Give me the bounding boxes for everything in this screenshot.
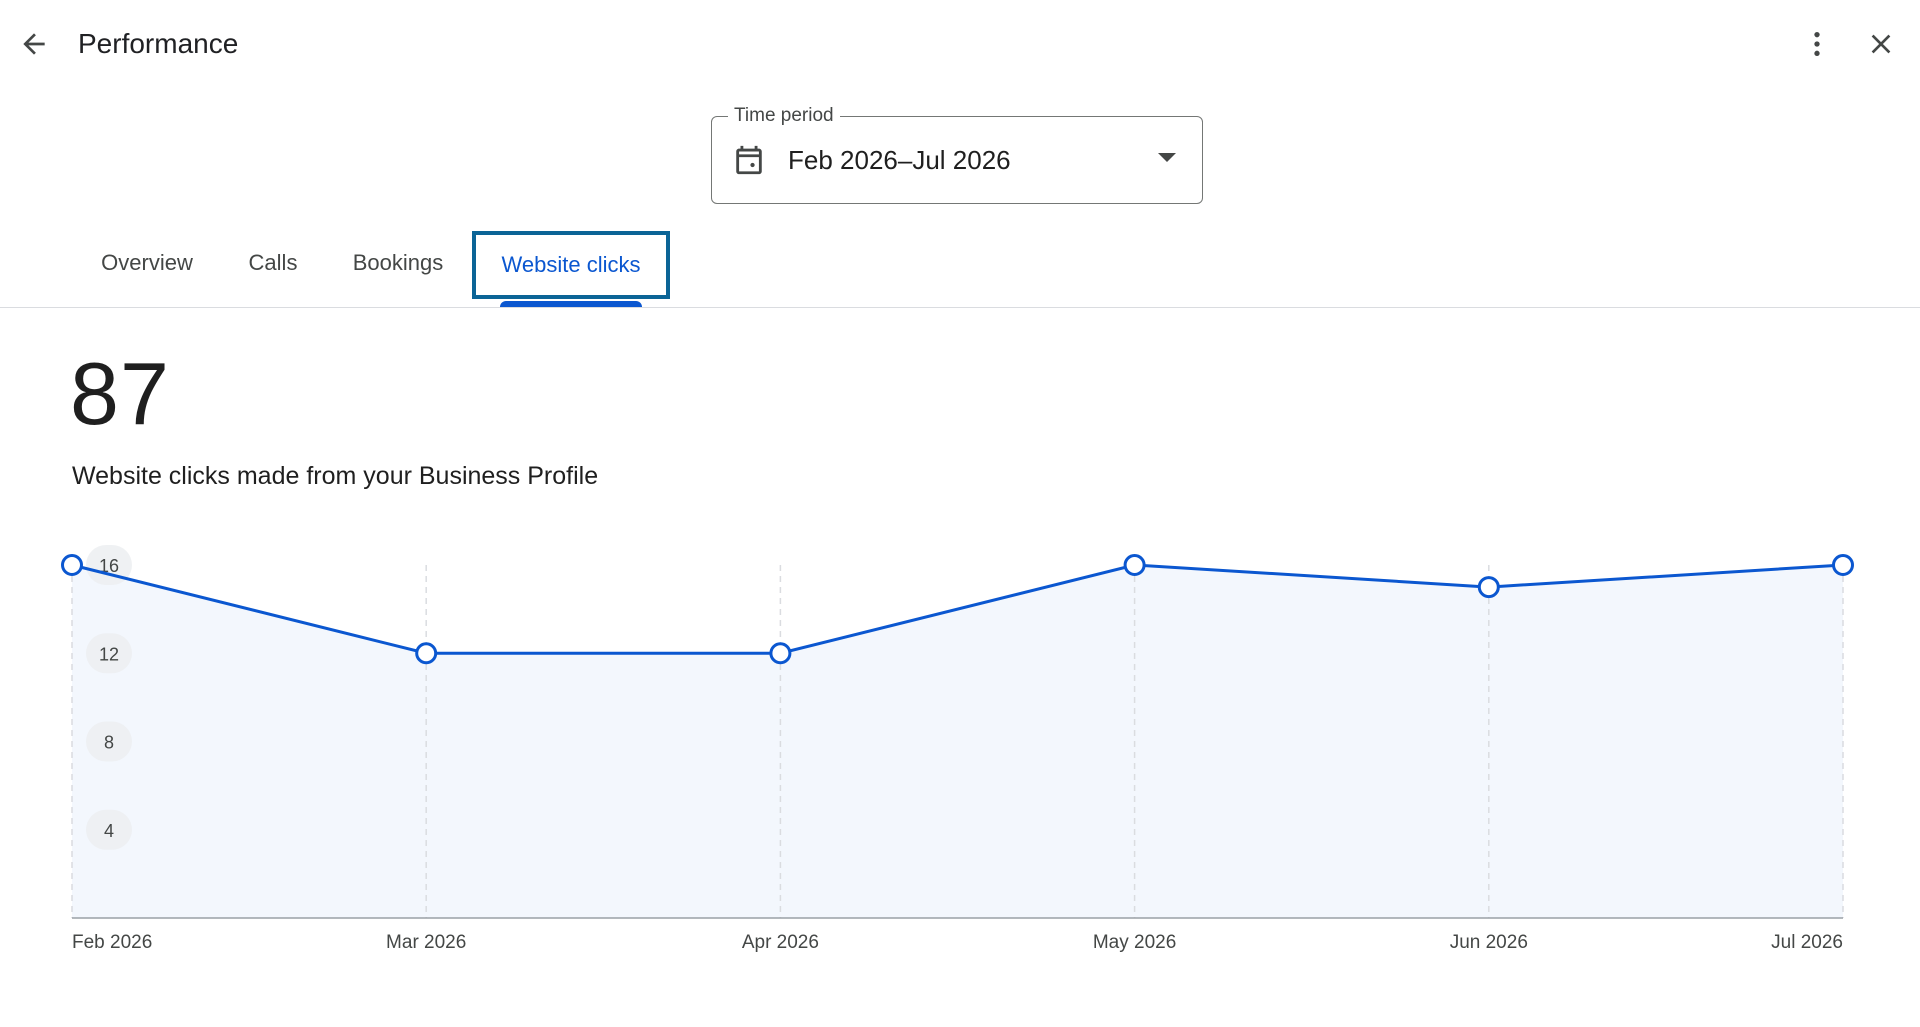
x-tick-label: May 2026: [1093, 932, 1176, 953]
tab-website-clicks[interactable]: Website clicks: [472, 231, 670, 299]
calendar-icon: [736, 145, 762, 175]
chart-data-point: [769, 642, 792, 665]
chart-series-line: [71, 563, 1844, 655]
chart-data-point: [1123, 554, 1146, 576]
x-tick-label: Mar 2026: [386, 932, 466, 953]
x-tick-label: Jul 2026: [1771, 932, 1843, 953]
tab-overview[interactable]: Overview: [101, 250, 193, 275]
more-options-button[interactable]: [1793, 20, 1841, 68]
y-tick-pill: [86, 545, 132, 585]
x-tick-label: Feb 2026: [72, 932, 152, 953]
chart-data-point: [61, 554, 83, 576]
tab-calls[interactable]: Calls: [248, 250, 298, 275]
chart-area-fill: [72, 565, 1843, 918]
y-tick-label: 8: [104, 733, 114, 753]
metric-description: Website clicks made from your Business P…: [72, 462, 599, 490]
close-button[interactable]: [1857, 20, 1905, 68]
time-period-select[interactable]: Time period Feb 2026–Jul 2026: [711, 104, 1203, 204]
close-icon: [1871, 34, 1891, 54]
arrow-back-icon: [23, 33, 45, 55]
y-tick-label: 4: [104, 821, 114, 841]
active-tab-indicator: [500, 301, 642, 307]
page-title: Performance: [78, 28, 239, 59]
chart-data-point: [415, 642, 438, 665]
y-tick-label: 16: [99, 556, 119, 576]
chart-data-point: [1832, 554, 1854, 576]
more-vert-icon: [1814, 32, 1820, 56]
x-tick-label: Apr 2026: [742, 932, 819, 953]
header: Performance: [0, 0, 1920, 90]
time-period-value: Feb 2026–Jul 2026: [788, 145, 1011, 175]
tab-bar: Overview Calls Bookings Website clicks: [0, 230, 1920, 308]
chart-svg: 16 12 8 4 Feb 2026 Mar 2026 Apr 2026 May 2026 Ju…: [61, 545, 1854, 953]
website-clicks-chart: 16 12 8 4 Feb 2026 Mar 2026 Apr 2026 May 2026 Ju…: [0, 530, 1920, 970]
y-tick-pill: [86, 809, 132, 850]
metric-total: 87: [70, 344, 170, 443]
x-tick-label: Jun 2026: [1450, 932, 1528, 953]
y-tick-label: 12: [99, 644, 119, 664]
y-tick-pill: [86, 633, 132, 674]
time-period-label: Time period: [728, 104, 840, 128]
tab-bookings[interactable]: Bookings: [352, 250, 444, 275]
y-tick-pill: [86, 721, 132, 762]
back-button[interactable]: [10, 20, 58, 68]
dropdown-arrow-icon: [1158, 153, 1176, 162]
chart-data-point: [1477, 576, 1500, 599]
